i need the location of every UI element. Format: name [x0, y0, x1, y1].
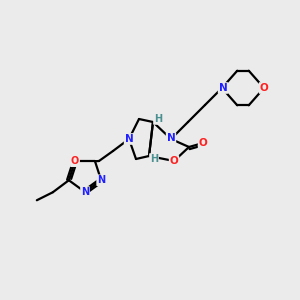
Text: N: N — [124, 134, 134, 144]
Text: O: O — [169, 156, 178, 166]
Text: N: N — [97, 175, 105, 185]
Text: N: N — [167, 133, 176, 143]
Text: H: H — [150, 154, 158, 164]
Text: N: N — [219, 83, 227, 93]
Text: N: N — [81, 187, 89, 197]
Text: O: O — [260, 83, 268, 93]
Text: O: O — [71, 156, 79, 166]
Text: O: O — [199, 138, 207, 148]
Text: H: H — [154, 114, 162, 124]
